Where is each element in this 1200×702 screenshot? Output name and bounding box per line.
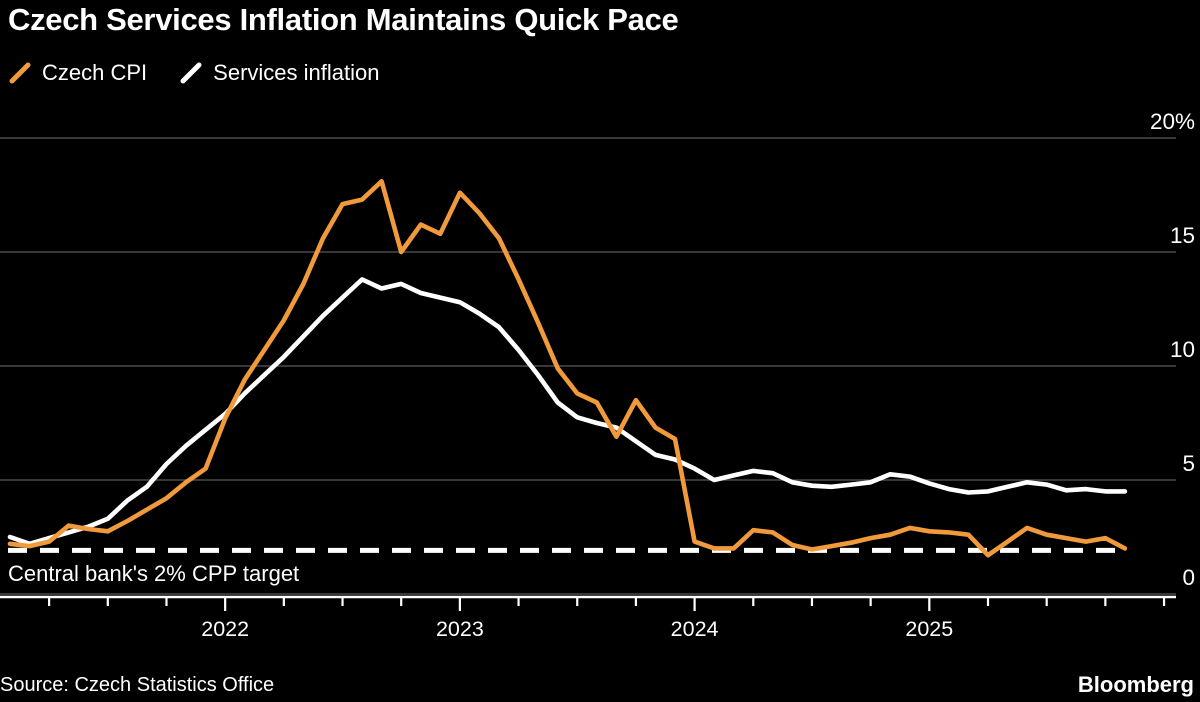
source-note: Source: Czech Statistics Office xyxy=(0,674,275,696)
x-axis-label: 2024 xyxy=(671,617,719,641)
brand-logo: Bloomberg xyxy=(1077,672,1194,697)
legend-label-services-inflation: Services inflation xyxy=(213,60,380,85)
page-title: Czech Services Inflation Maintains Quick… xyxy=(8,2,679,37)
y-axis-label: 20% xyxy=(1150,109,1195,134)
y-axis-label: 5 xyxy=(1182,451,1195,476)
legend-label-czech-cpi: Czech CPI xyxy=(42,60,148,85)
x-axis-label: 2023 xyxy=(436,617,484,641)
x-axis-label: 2022 xyxy=(201,617,249,641)
legend: Czech CPI Services inflation xyxy=(8,60,397,86)
legend-item-czech-cpi: Czech CPI xyxy=(8,60,147,86)
services-line xyxy=(7,277,1128,547)
y-axis-label: 10 xyxy=(1170,337,1195,362)
services-slash-icon xyxy=(180,62,202,84)
y-axis-label: 15 xyxy=(1170,223,1195,248)
cpi-line xyxy=(7,179,1128,558)
legend-item-services-inflation: Services inflation xyxy=(179,60,379,86)
x-axis-label: 2025 xyxy=(905,617,953,641)
target-annotation: Central bank's 2% CPP target xyxy=(8,561,299,586)
y-axis-label: 0 xyxy=(1182,565,1195,590)
cpi-slash-icon xyxy=(9,62,31,84)
